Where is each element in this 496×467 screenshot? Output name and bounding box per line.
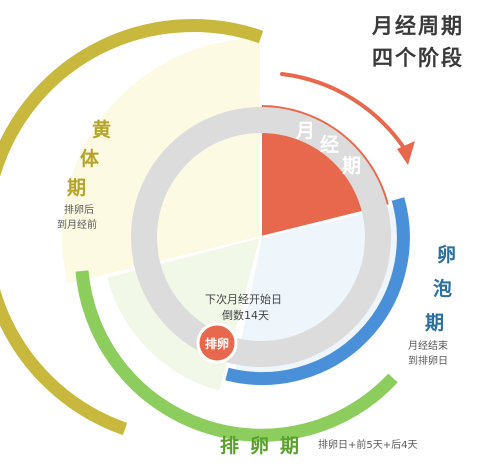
follicular-note-line-1: 月经结束 xyxy=(408,341,448,352)
ovulation-label-char-3: 期 xyxy=(280,435,300,457)
follicular-label-char-1: 卵 xyxy=(437,244,457,266)
follicular-label-char-2: 泡 xyxy=(433,278,453,300)
ovulation-arc xyxy=(75,270,398,442)
menstrual-label-char-1: 月 xyxy=(296,120,316,142)
ovulation-badge-label: 排卵 xyxy=(205,336,229,351)
ovulation-note: 排卵日+前5天+后4天 xyxy=(318,440,418,451)
inner-ring xyxy=(131,107,391,367)
follicular-arc xyxy=(225,197,410,385)
menstrual-label-char-2: 经 xyxy=(320,134,340,156)
ovulation-label-char-2: 卵 xyxy=(250,435,270,457)
luteal-note-line-2: 到月经前 xyxy=(57,220,97,231)
luteal-arc xyxy=(0,19,264,436)
luteal-note-line-1: 排卵后 xyxy=(64,205,94,216)
arrowhead xyxy=(397,141,415,165)
luteal-label-char-3: 期 xyxy=(67,177,87,199)
center-text-line-1: 下次月经开始日 xyxy=(205,293,282,306)
follicular-label-char-3: 期 xyxy=(425,312,445,334)
ovulation-label-char-1: 排 xyxy=(220,435,240,457)
ovulation-badge-circle xyxy=(196,322,238,364)
menstrual-label-char-3: 期 xyxy=(342,155,362,177)
center-text-line-2: 倒数14天 xyxy=(222,309,269,322)
follicular-note-line-2: 到排卵日 xyxy=(408,356,448,367)
cycle-direction-arrow xyxy=(280,72,408,153)
luteal-label-char-2: 体 xyxy=(80,148,100,170)
title-line-1: 月经周期 xyxy=(372,13,464,38)
luteal-label-char-1: 黄 xyxy=(92,119,112,141)
title-line-2: 四个阶段 xyxy=(372,45,464,70)
